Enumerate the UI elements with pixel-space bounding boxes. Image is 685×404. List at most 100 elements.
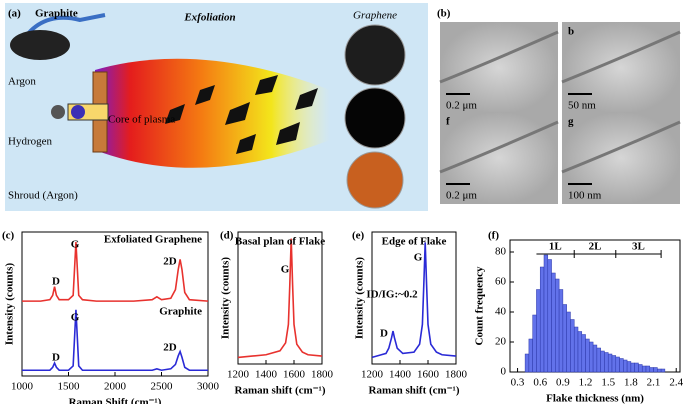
flakes: [165, 75, 318, 154]
x-axis-label: Flake thickness (nm): [546, 393, 644, 404]
series-label: Graphite: [159, 306, 202, 318]
image-letter: f: [446, 116, 450, 128]
bar: [626, 361, 632, 373]
peak-label: 2D: [163, 256, 177, 268]
tem-image: [562, 22, 680, 114]
bar: [524, 353, 530, 373]
x-tick-label: 1200: [227, 369, 250, 381]
x-axis-label: Raman Shift (cm⁻¹): [69, 397, 162, 404]
x-tick-label: 2.1: [647, 377, 661, 389]
peak-label: G: [71, 239, 80, 251]
bar: [536, 289, 541, 373]
x-axis-label: Raman shift (cm⁻¹): [369, 385, 460, 397]
label: Hydrogen: [8, 136, 52, 148]
y-tick-label: 0: [501, 366, 507, 378]
range-label: 2L: [589, 241, 602, 253]
bar: [528, 338, 533, 373]
scale-label: 0.2 μm: [446, 190, 477, 202]
tem-feature: [561, 120, 681, 174]
bar: [596, 347, 601, 373]
tem-image: [562, 112, 680, 204]
bar: [585, 338, 590, 373]
bar: [657, 368, 662, 373]
bar: [573, 326, 579, 373]
y-tick-label: 20: [495, 336, 507, 348]
x-tick-label: 2.4: [669, 377, 683, 389]
chart-title: Basal plan of Flake: [235, 236, 325, 248]
bar: [592, 344, 598, 373]
panel-label: (e): [352, 230, 365, 242]
panel-label: (a): [8, 8, 21, 20]
bar: [547, 259, 552, 373]
bar: [562, 304, 567, 373]
bar: [581, 334, 586, 373]
label: Shroud (Argon): [8, 190, 78, 202]
x-tick-label: 2500: [151, 381, 174, 393]
panel-label: (b): [437, 8, 451, 20]
y-tick-label: 80: [495, 246, 507, 258]
label: Graphite: [35, 8, 78, 20]
bar: [641, 365, 647, 373]
bar: [611, 355, 617, 373]
peak-label: 2D: [163, 342, 177, 354]
bar: [543, 254, 549, 373]
x-tick-label: 1.8: [624, 377, 638, 389]
bar: [607, 353, 613, 373]
plot-frame: [237, 231, 323, 365]
plot-frame: [371, 231, 457, 365]
y-tick-label: 40: [495, 306, 507, 318]
tem-image: [440, 22, 558, 114]
tem-feature: [561, 30, 681, 84]
x-tick-label: 1600: [417, 369, 440, 381]
tem-feature: [439, 30, 559, 84]
graphite-pile: [10, 30, 70, 60]
x-tick-label: 1.2: [579, 377, 593, 389]
bar: [619, 358, 624, 373]
label: Argon: [8, 76, 36, 88]
x-tick-label: 1500: [58, 381, 81, 393]
series-label: Exfoliated Graphene: [104, 234, 202, 246]
bar: [577, 331, 583, 373]
bar: [570, 319, 575, 373]
range-label: 3L: [632, 241, 645, 253]
y-tick-label: 60: [495, 276, 507, 288]
y-axis-label: Intensity (counts): [220, 257, 232, 340]
tem-feature: [439, 120, 559, 174]
panel-label: (c): [2, 230, 15, 242]
spectrum-line: [371, 242, 457, 359]
plot-frame: [21, 231, 209, 377]
label: Graphene: [353, 10, 397, 22]
anode: [71, 105, 85, 119]
x-tick-label: 1400: [389, 369, 412, 381]
image-letter: g: [568, 116, 574, 128]
graphene-diffraction: [344, 87, 406, 149]
scale-label: 100 nm: [568, 190, 602, 202]
bar: [604, 352, 609, 373]
peak-label: D: [380, 328, 388, 340]
peak-label: G: [281, 264, 290, 276]
range-label: 1L: [549, 241, 562, 253]
x-tick-label: 1800: [311, 369, 334, 381]
graphene-tem: [344, 24, 406, 86]
peak-label: G: [71, 312, 80, 324]
bar: [551, 272, 556, 373]
x-tick-label: 1800: [445, 369, 468, 381]
bar: [630, 362, 635, 373]
bar: [532, 314, 537, 373]
bar: [634, 362, 639, 373]
x-axis-label: Raman shift (cm⁻¹): [235, 385, 326, 397]
panel-label: (d): [220, 230, 234, 242]
label: Core of plasma: [108, 114, 175, 126]
spectrum-line: [22, 309, 208, 372]
x-tick-label: 1600: [283, 369, 306, 381]
y-axis-label: Intensity (counts): [4, 263, 16, 346]
bar: [623, 359, 628, 373]
y-axis-label: Intensity (counts): [354, 257, 366, 340]
bar: [615, 356, 620, 373]
image-letter: b: [568, 26, 574, 38]
x-tick-label: 1400: [255, 369, 278, 381]
spectrum-line: [237, 238, 323, 359]
peak-label: ID/IG:~0.2: [366, 289, 418, 301]
bar: [653, 367, 658, 373]
x-tick-label: 1200: [361, 369, 384, 381]
